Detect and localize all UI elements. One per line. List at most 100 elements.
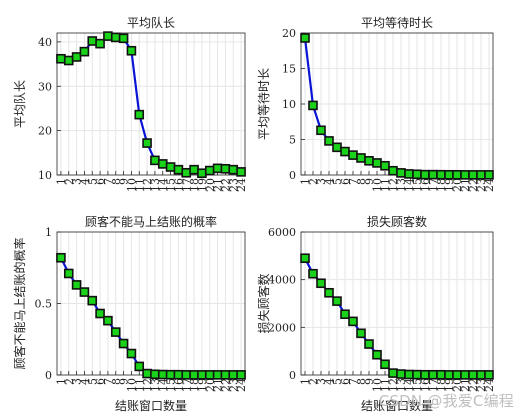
data-point [236,167,246,177]
x-tick-label: 24 [483,378,496,392]
data-point [468,170,478,180]
x-tick-label: 1 [55,178,68,185]
x-tick-label: 4 [78,378,91,385]
data-point [173,369,184,380]
y-axis-label: 顾客不能马上结账的概率 [12,237,27,369]
x-tick-label: 21 [212,378,225,392]
x-tick-label: 3 [315,178,328,185]
y-axis-label: 损失顾客数 [256,273,271,333]
x-tick-label: 8 [110,178,123,185]
x-tick-label: 23 [475,378,488,392]
chart-title: 损失顾客数 [367,214,427,229]
data-point [348,316,358,327]
x-tick-label: 7 [102,178,115,185]
x-tick-label: 14 [403,178,416,192]
data-point [157,369,168,380]
x-tick-label: 11 [133,378,146,392]
data-point [197,168,207,179]
chart-panel-3: 00.5112345678910111213141516171819202122… [12,214,248,413]
x-tick-label: 11 [133,178,146,192]
x-tick-label: 16 [419,178,432,192]
x-tick-label: 24 [235,178,248,192]
data-point [348,150,358,160]
data-point [404,169,414,179]
data-point [484,170,494,180]
x-tick-label: 3 [315,378,328,385]
x-tick-label: 19 [196,378,209,392]
x-tick-label: 13 [395,178,408,192]
data-point [212,163,223,174]
data-point [452,169,462,180]
data-point [308,268,318,279]
x-tick-label: 9 [363,178,376,185]
x-tick-label: 8 [355,178,368,185]
data-point [460,170,470,180]
data-point [300,253,310,264]
x-tick-label: 23 [475,178,488,192]
x-tick-label: 17 [427,178,440,192]
x-tick-label: 16 [172,178,185,192]
x-tick-label: 11 [379,378,392,392]
y-tick-label: 20 [38,125,52,138]
data-point [444,169,454,180]
y-tick-label: 1 [45,226,52,239]
data-point [324,287,334,298]
data-point [444,370,454,380]
x-tick-label: 15 [411,178,424,192]
x-tick-label: 15 [165,178,178,192]
data-point [372,349,382,360]
data-point [324,136,334,146]
x-tick-label: 19 [443,178,456,192]
data-point [420,369,430,380]
y-axis-label: 平均队长 [12,80,27,128]
data-point [150,155,160,166]
x-tick-label: 8 [355,378,368,385]
y-tick-label: 2000 [268,321,296,334]
x-tick-label: 12 [387,178,400,192]
chart-title: 平均等待时长 [361,16,433,30]
x-tick-label: 15 [165,378,178,392]
data-point [316,125,326,136]
x-tick-label: 3 [71,378,84,385]
x-tick-label: 23 [227,178,240,192]
x-axis-label: 结账窗口数量 [115,398,187,413]
x-tick-label: 16 [172,378,185,392]
x-tick-label: 18 [435,178,448,192]
data-point [71,280,82,290]
data-point [110,32,121,43]
y-tick-label: 0 [289,369,296,382]
x-tick-label: 2 [63,378,76,385]
data-point [165,369,176,380]
data-point [63,268,74,279]
x-tick-label: 19 [196,178,209,192]
x-tick-label: 18 [188,378,201,392]
x-tick-label: 5 [86,178,99,185]
data-point [189,164,199,175]
x-tick-label: 7 [347,178,360,185]
data-point [428,369,438,380]
watermark-text: CSDN @我爱C编程 [378,392,514,410]
y-tick-label: 0.5 [35,298,53,311]
x-tick-label: 24 [235,378,248,392]
y-tick-label: 10 [38,169,52,182]
data-point [476,370,486,380]
x-tick-label: 4 [323,378,336,385]
data-point [412,169,422,180]
data-point [356,328,366,339]
data-point [103,315,113,326]
data-point [118,33,129,44]
y-tick-label: 30 [38,80,52,93]
chart-panel-1: 1020304012345678910111213141516171819202… [12,15,248,192]
data-point [364,156,374,166]
x-tick-label: 23 [227,378,240,392]
x-tick-label: 12 [141,178,154,192]
data-point [110,327,121,337]
x-tick-label: 15 [411,378,424,392]
x-tick-label: 22 [467,178,480,192]
x-tick-label: 16 [419,378,432,392]
data-point [476,170,486,180]
data-point [71,52,82,62]
x-tick-label: 2 [307,378,320,385]
data-point [95,308,105,319]
data-point [142,368,152,379]
